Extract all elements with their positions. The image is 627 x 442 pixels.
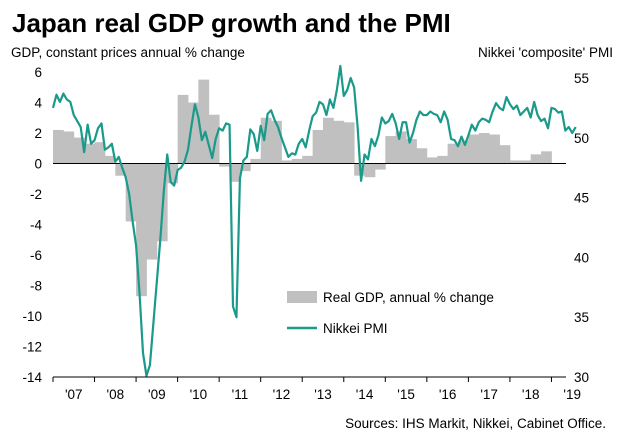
gdp-bar bbox=[385, 136, 397, 164]
gdp-bar bbox=[208, 114, 220, 164]
gdp-bar bbox=[63, 131, 75, 164]
gdp-bar bbox=[343, 122, 355, 164]
x-tick-label: '10 bbox=[190, 387, 208, 402]
y-left-tick-label: -14 bbox=[22, 370, 42, 385]
gdp-bar bbox=[406, 139, 417, 164]
x-ticks: '07 '08 '09 '10 '11 '12 '13 '14 '15 '16 '17 '18 '19 bbox=[52, 377, 581, 402]
gdp-bar bbox=[146, 163, 158, 260]
gdp-bar bbox=[499, 145, 511, 164]
gdp-bar bbox=[395, 131, 407, 164]
gdp-bar bbox=[520, 160, 532, 164]
gdp-bar bbox=[541, 151, 552, 164]
gdp-bar bbox=[478, 133, 490, 164]
left-y-ticks: 6 4 2 0 -2 -4 -6 -8 -10 -12 -14 bbox=[22, 65, 42, 385]
x-tick-label: '09 bbox=[148, 387, 166, 402]
x-tick-label: '13 bbox=[314, 387, 332, 402]
gdp-bar bbox=[302, 155, 314, 164]
x-tick-label: '12 bbox=[273, 387, 291, 402]
x-tick-label: '19 bbox=[563, 387, 581, 402]
y-right-tick-label: 45 bbox=[574, 191, 589, 206]
legend: Real GDP, annual % change Nikkei PMI bbox=[287, 290, 494, 336]
x-tick-label: '18 bbox=[522, 387, 540, 402]
gdp-bar bbox=[125, 163, 137, 222]
x-tick-label: '11 bbox=[232, 387, 249, 402]
gdp-bar bbox=[94, 142, 106, 164]
legend-bar-label: Real GDP, annual % change bbox=[323, 290, 494, 305]
y-right-tick-label: 30 bbox=[574, 370, 589, 385]
gdp-bar bbox=[509, 160, 521, 164]
gdp-bar bbox=[468, 134, 480, 164]
gdp-bar bbox=[84, 143, 95, 164]
gdp-bar bbox=[115, 163, 127, 176]
y-left-tick-label: 0 bbox=[34, 157, 42, 172]
x-tick-label: '16 bbox=[439, 387, 457, 402]
y-right-tick-label: 50 bbox=[574, 131, 589, 146]
gdp-bar bbox=[53, 129, 64, 164]
pmi-line bbox=[51, 64, 577, 377]
gdp-bar bbox=[530, 154, 542, 164]
gdp-bars bbox=[53, 79, 552, 297]
gdp-bar bbox=[136, 163, 147, 297]
gdp-bar bbox=[73, 137, 85, 164]
gdp-bar bbox=[416, 148, 428, 164]
y-left-tick-label: 4 bbox=[34, 96, 42, 111]
gdp-bar bbox=[437, 155, 449, 164]
x-tick-label: '14 bbox=[356, 387, 374, 402]
left-axis-label: GDP, constant prices annual % change bbox=[11, 45, 245, 60]
y-left-tick-label: 2 bbox=[34, 126, 42, 141]
y-left-tick-label: -4 bbox=[30, 218, 42, 233]
gdp-bar bbox=[447, 143, 459, 164]
gdp-bar bbox=[458, 140, 469, 164]
gdp-bar bbox=[312, 129, 324, 164]
pmi-line-layer bbox=[51, 64, 577, 377]
x-tick-label: '17 bbox=[480, 387, 498, 402]
gdp-bar bbox=[323, 117, 334, 164]
gdp-bar bbox=[250, 158, 262, 164]
y-left-tick-label: -12 bbox=[22, 340, 42, 355]
gdp-bar bbox=[364, 163, 376, 178]
x-tick-label: '07 bbox=[65, 387, 83, 402]
y-left-tick-label: -2 bbox=[30, 187, 42, 202]
gdp-bar bbox=[104, 155, 116, 164]
gdp-bar bbox=[198, 79, 210, 164]
source-note: Sources: IHS Markit, Nikkei, Cabinet Off… bbox=[345, 416, 606, 431]
gdp-bar bbox=[426, 157, 438, 164]
y-left-tick-label: -10 bbox=[22, 309, 42, 324]
y-right-tick-label: 35 bbox=[574, 310, 589, 325]
y-left-tick-label: -8 bbox=[30, 279, 42, 294]
y-right-tick-label: 40 bbox=[574, 250, 589, 265]
y-left-tick-label: 6 bbox=[34, 65, 42, 80]
gdp-bar bbox=[229, 163, 241, 182]
gdp-bar bbox=[260, 117, 272, 164]
legend-bar-swatch bbox=[287, 291, 317, 303]
gdp-bar bbox=[291, 158, 303, 164]
right-axis-label: Nikkei 'composite' PMI bbox=[478, 45, 613, 60]
legend-line-label: Nikkei PMI bbox=[323, 321, 388, 336]
gdp-bar bbox=[167, 163, 179, 184]
gdp-bar bbox=[281, 160, 293, 164]
right-y-ticks: 55 50 45 40 35 30 bbox=[574, 71, 589, 385]
chart-title: Japan real GDP growth and the PMI bbox=[12, 8, 451, 38]
gdp-bar bbox=[177, 94, 189, 164]
gdp-bar bbox=[489, 134, 500, 164]
gdp-bar bbox=[333, 120, 345, 164]
gdp-bar bbox=[219, 163, 230, 167]
x-tick-label: '08 bbox=[107, 387, 125, 402]
gdp-bar bbox=[374, 163, 386, 170]
gdp-bar bbox=[271, 120, 282, 164]
x-tick-label: '15 bbox=[397, 387, 415, 402]
y-right-tick-label: 55 bbox=[574, 71, 589, 86]
gdp-bar bbox=[188, 102, 199, 164]
gdp-bar bbox=[239, 163, 251, 172]
y-left-tick-label: -6 bbox=[30, 248, 42, 263]
